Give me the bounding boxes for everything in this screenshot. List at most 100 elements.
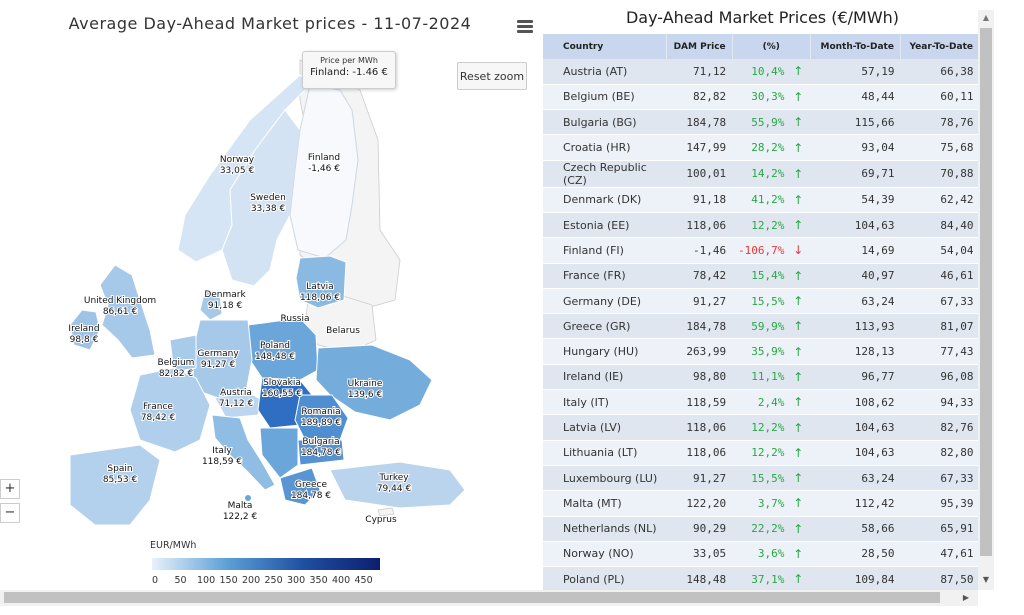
table-row[interactable]: Poland (PL) 148,48 37,1% ↑ 109,84 87,50 (543, 566, 980, 590)
cell-month-to-date: 104,63 (810, 414, 901, 441)
scroll-down-arrow-icon[interactable]: ▼ (982, 575, 990, 584)
zoom-out-button[interactable]: − (0, 503, 20, 523)
region-iberia[interactable] (69, 444, 161, 526)
cell-year-to-date: 60,11 (900, 84, 980, 111)
table-row[interactable]: Malta (MT) 122,20 3,7% ↑ 112,42 95,39 (543, 490, 980, 517)
vertical-scrollbar-thumb[interactable] (980, 28, 992, 556)
table-row[interactable]: Germany (DE) 91,27 15,5% ↑ 63,24 67,33 (543, 288, 980, 315)
map-label-cyprus-name: Cyprus (365, 515, 397, 525)
hamburger-menu-icon[interactable] (517, 20, 533, 34)
map-label-turkey-name: Turkey (378, 473, 409, 483)
table-row[interactable]: Bulgaria (BG) 184,78 55,9% ↑ 115,66 78,76 (543, 109, 980, 136)
table-row[interactable]: Norway (NO) 33,05 3,6% ↑ 28,50 47,61 (543, 541, 980, 568)
arrow-up-icon: ↑ (786, 490, 811, 517)
cell-year-to-date: 67,33 (900, 465, 980, 492)
reset-zoom-button[interactable]: Reset zoom (457, 62, 527, 90)
region-united-kingdom[interactable] (99, 264, 156, 359)
map-label-malta-name: Malta (228, 501, 253, 511)
cell-percent: 15,5% (732, 465, 787, 492)
table-header-row: Country DAM Price (%) Month-To-Date Year… (543, 34, 980, 59)
cell-dam-price: 184,78 (666, 109, 733, 136)
cell-country: Czech Republic (CZ) (543, 160, 666, 188)
region-turkey[interactable] (329, 461, 466, 509)
cell-month-to-date: 40,97 (810, 263, 901, 289)
arrow-up-icon: ↑ (786, 389, 811, 416)
cell-country: Malta (MT) (543, 490, 666, 517)
header-year-to-date[interactable]: Year-To-Date (900, 34, 980, 59)
table-row[interactable]: Czech Republic (CZ) 100,01 14,2% ↑ 69,71 70,8… (543, 160, 980, 188)
cell-year-to-date: 77,43 (900, 338, 980, 365)
map-label-spain-value: 85,53 € (103, 475, 138, 485)
header-percent[interactable]: (%) (732, 34, 811, 59)
region-italy[interactable] (211, 414, 276, 491)
region-malta[interactable] (245, 495, 251, 501)
cell-month-to-date: 109,84 (810, 566, 901, 590)
table-row[interactable]: Finland (FI) -1,46 -106,7% ↓ 14,69 54,04 (543, 237, 980, 264)
cell-dam-price: 118,59 (666, 389, 733, 416)
cell-year-to-date: 70,88 (900, 160, 980, 188)
cell-year-to-date: 66,38 (900, 59, 980, 85)
legend-color-bar (152, 558, 380, 570)
arrow-up-icon: ↑ (786, 59, 811, 85)
cell-month-to-date: 104,63 (810, 212, 901, 239)
zoom-in-button[interactable]: + (0, 479, 20, 499)
region-balkans[interactable] (259, 427, 299, 479)
cell-year-to-date: 82,80 (900, 440, 980, 466)
cell-country: Finland (FI) (543, 237, 666, 264)
table-row[interactable]: Belgium (BE) 82,82 30,3% ↑ 48,44 60,11 (543, 84, 980, 111)
table-row[interactable]: Ireland (IE) 98,80 11,1% ↑ 96,77 96,08 (543, 364, 980, 391)
region-benelux[interactable] (169, 334, 197, 373)
cell-dam-price: 91,18 (666, 187, 733, 213)
cell-country: Norway (NO) (543, 541, 666, 568)
map-label-russia-name: Russia (281, 314, 310, 324)
scroll-up-arrow-icon[interactable]: ▲ (982, 13, 990, 22)
table-row[interactable]: Latvia (LV) 118,06 12,2% ↑ 104,63 82,76 (543, 414, 980, 441)
region-poland[interactable] (247, 317, 319, 381)
header-dam-price[interactable]: DAM Price (666, 34, 733, 59)
table-row[interactable]: Italy (IT) 118,59 2,4% ↑ 108,62 94,33 (543, 389, 980, 416)
table-row[interactable]: Lithuania (LT) 118,06 12,2% ↑ 104,63 82,80 (543, 440, 980, 466)
table-row[interactable]: Luxembourg (LU) 91,27 15,5% ↑ 63,24 67,33 (543, 465, 980, 492)
table-row[interactable]: Hungary (HU) 263,99 35,9% ↑ 128,13 77,43 (543, 338, 980, 365)
region-denmark[interactable] (199, 289, 223, 321)
region-bulgaria[interactable] (297, 439, 345, 466)
map-label-slovakia-value: 160,55 € (262, 389, 302, 399)
cell-year-to-date: 81,07 (900, 313, 980, 340)
table-row[interactable]: Denmark (DK) 91,18 41,2% ↑ 54,39 62,42 (543, 187, 980, 213)
region-baltics[interactable] (295, 255, 347, 309)
map-label-united-kingdom-name: United Kingdom (84, 296, 156, 306)
region-finland[interactable] (289, 84, 359, 259)
region-greece[interactable] (279, 467, 321, 506)
header-country[interactable]: Country (543, 34, 667, 59)
table-row[interactable]: France (FR) 78,42 15,4% ↑ 40,97 46,61 (543, 263, 980, 289)
map-label-ireland-value: 98,8 € (70, 335, 99, 345)
table-row[interactable]: Austria (AT) 71,12 10,4% ↑ 57,19 66,38 (543, 59, 980, 85)
arrow-up-icon: ↑ (786, 465, 811, 492)
region-ireland[interactable] (69, 309, 101, 351)
cell-percent: 41,2% (732, 187, 787, 213)
cell-dam-price: 33,05 (666, 541, 733, 568)
legend-tick-label: 50 (174, 575, 187, 586)
table-row[interactable]: Croatia (HR) 147,99 28,2% ↑ 93,04 75,68 (543, 134, 980, 161)
table-row[interactable]: Estonia (EE) 118,06 12,2% ↑ 104,63 84,40 (543, 212, 980, 239)
header-month-to-date[interactable]: Month-To-Date (810, 34, 901, 59)
region-ukraine[interactable] (315, 344, 433, 421)
table-row[interactable]: Netherlands (NL) 90,29 22,2% ↑ 58,66 65,91 (543, 516, 980, 542)
tooltip-title: Price per MWh (320, 56, 378, 65)
price-table-container[interactable]: Country DAM Price (%) Month-To-Date Year… (543, 34, 980, 590)
cell-month-to-date: 113,93 (810, 313, 901, 340)
tooltip-value: Finland: -1.46 € (310, 67, 388, 78)
region-france[interactable] (129, 367, 211, 453)
cell-percent: 15,4% (732, 263, 787, 289)
cell-year-to-date: 94,33 (900, 389, 980, 416)
table-row[interactable]: Greece (GR) 184,78 59,9% ↑ 113,93 81,07 (543, 313, 980, 340)
cell-country: Austria (AT) (543, 59, 666, 85)
cell-percent: 11,1% (732, 364, 787, 391)
cell-month-to-date: 48,44 (810, 84, 901, 111)
map-label-slovakia-name: Slovakia (263, 378, 301, 388)
horizontal-scrollbar-thumb[interactable] (4, 592, 940, 603)
region-cyprus[interactable] (377, 507, 395, 517)
scroll-right-arrow-icon[interactable]: ▶ (962, 593, 970, 602)
